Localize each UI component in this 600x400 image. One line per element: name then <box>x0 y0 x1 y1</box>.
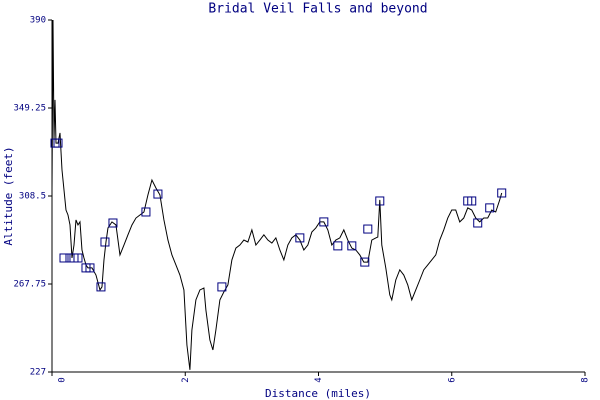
marker <box>363 224 373 234</box>
y-axis-label: Altitude (feet) <box>2 146 15 245</box>
marker <box>96 282 106 292</box>
marker <box>141 207 151 217</box>
y-tick-label: 390 <box>30 16 46 26</box>
marker <box>485 203 495 213</box>
marker <box>295 233 305 243</box>
marker <box>319 217 329 227</box>
marker <box>53 138 63 148</box>
marker <box>59 253 69 263</box>
x-tick-label: 0 <box>58 377 68 382</box>
marker <box>85 263 95 273</box>
marker <box>360 257 370 267</box>
marker <box>347 241 357 251</box>
marker <box>497 188 507 198</box>
marker <box>153 189 163 199</box>
x-tick-label: 8 <box>581 377 591 382</box>
x-tick-label: 4 <box>314 377 324 382</box>
marker <box>73 253 83 263</box>
marker <box>100 237 110 247</box>
y-tick-label: 308.5 <box>19 192 46 202</box>
chart-title: Bridal Veil Falls and beyond <box>208 2 427 17</box>
y-tick-label: 227 <box>30 368 46 378</box>
marker <box>217 282 227 292</box>
marker <box>375 196 385 206</box>
y-tick-label: 349.25 <box>13 104 46 114</box>
elevation-line <box>51 19 503 370</box>
x-axis-label: Distance (miles) <box>265 387 371 400</box>
marker <box>108 218 118 228</box>
marker <box>333 241 343 251</box>
marker <box>467 196 477 206</box>
y-tick-label: 267.75 <box>13 280 46 290</box>
x-tick-label: 2 <box>181 377 191 382</box>
x-tick-label: 6 <box>447 377 457 382</box>
marker <box>473 218 483 228</box>
